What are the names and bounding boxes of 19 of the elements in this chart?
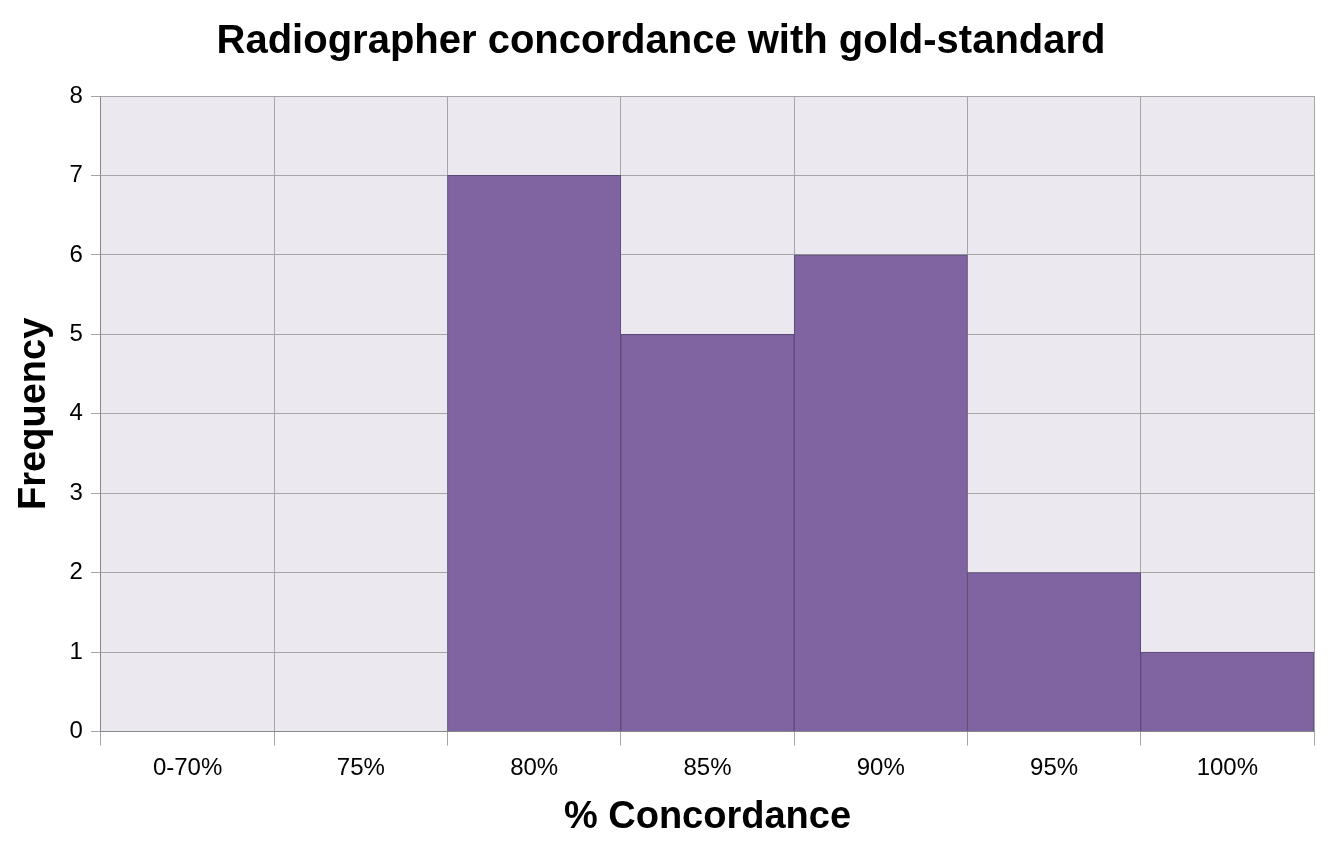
x-tick-label: 75% <box>336 752 385 780</box>
x-tick-label: 0-70% <box>152 752 223 780</box>
x-axis-title: % Concordance <box>563 793 852 836</box>
y-tick-label: 3 <box>69 477 83 505</box>
y-tick-label: 6 <box>69 239 83 267</box>
x-tick-label: 95% <box>1030 752 1079 780</box>
y-axis-title: Frequency <box>11 317 54 510</box>
y-tick-label: 4 <box>69 398 83 426</box>
chart-title: Radiographer concordance with gold-standard <box>216 17 1106 62</box>
y-tick-label: 0 <box>69 716 83 744</box>
x-tick-label: 90% <box>856 752 905 780</box>
y-tick-label: 7 <box>69 160 83 188</box>
y-tick-label: 5 <box>69 318 83 346</box>
x-tick-label: 85% <box>683 752 732 780</box>
x-tick-label: 100% <box>1196 752 1259 780</box>
x-tick-label: 80% <box>510 752 559 780</box>
y-tick-label: 1 <box>69 636 83 664</box>
y-tick-label: 2 <box>69 557 83 585</box>
y-tick-label: 8 <box>69 80 83 108</box>
